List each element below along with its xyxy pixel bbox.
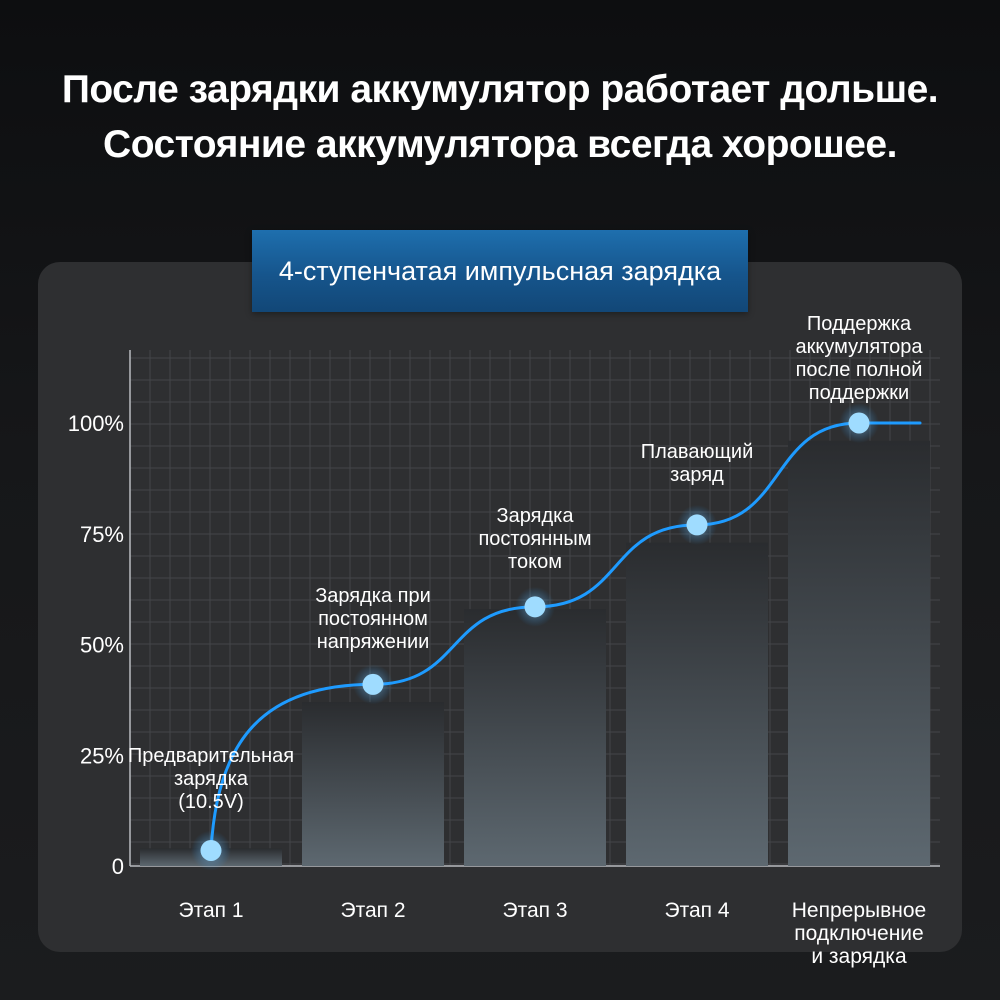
headline-line-2: Состояние аккумулятора всегда хорошее. [103, 123, 897, 166]
x-tick-label: Этап 3 [502, 899, 567, 922]
y-tick-label: 50% [80, 633, 124, 658]
stage-annotation-line: (10.5V) [178, 791, 244, 813]
data-point [200, 839, 222, 861]
stage-annotation-line: зарядка [174, 768, 249, 790]
stage-annotation-line: Зарядка при [315, 585, 431, 607]
y-tick-label: 100% [68, 411, 124, 436]
data-point [524, 596, 546, 618]
data-point [686, 514, 708, 536]
stage-annotation-line: Поддержка [807, 313, 912, 335]
x-tick-label: Этап 1 [178, 899, 243, 922]
y-tick-label: 0 [112, 854, 124, 879]
data-point [362, 673, 384, 695]
bars [140, 440, 930, 866]
bar [464, 609, 606, 866]
stage-points [191, 403, 879, 871]
stage-annotation-line: заряд [670, 464, 724, 486]
stage-annotation-line: аккумулятора [796, 336, 924, 358]
stage-annotation-line: Предварительная [128, 745, 294, 767]
stage-annotation-line: Зарядка [497, 505, 575, 527]
bar [788, 440, 930, 866]
headline-line-1: После зарядки аккумулятор работает дольш… [61, 68, 939, 111]
stage-annotation-line: поддержки [809, 382, 909, 404]
x-tick-labels: Этап 1 Этап 2 Этап 3 Этап 4 Непрерывноеподкл… [178, 899, 926, 968]
stage-annotation-line: постоянном [318, 608, 428, 630]
x-tick-label: подключение [794, 922, 923, 945]
chart-title-banner: 4-ступенчатая импульсная зарядка [252, 230, 748, 312]
y-tick-labels: 0 25% 50% 75% 100% [68, 411, 124, 879]
stage-annotation-line: после полной [796, 359, 923, 381]
y-tick-label: 25% [80, 743, 124, 768]
bar [302, 702, 444, 866]
bar [626, 542, 768, 866]
x-tick-label: Этап 2 [340, 899, 405, 922]
data-point [848, 412, 870, 434]
stage-annotation-line: постоянным [478, 528, 591, 550]
x-tick-label: Этап 4 [664, 899, 729, 922]
y-tick-label: 75% [80, 522, 124, 547]
headline: После зарядки аккумулятор работает дольш… [0, 62, 1000, 172]
x-tick-label: и зарядка [811, 945, 907, 968]
x-tick-label: Непрерывное [792, 899, 926, 922]
stage-annotation-line: Плавающий [641, 441, 754, 463]
stage-annotation-line: напряжении [317, 631, 430, 653]
stage-annotation-line: током [508, 551, 562, 573]
